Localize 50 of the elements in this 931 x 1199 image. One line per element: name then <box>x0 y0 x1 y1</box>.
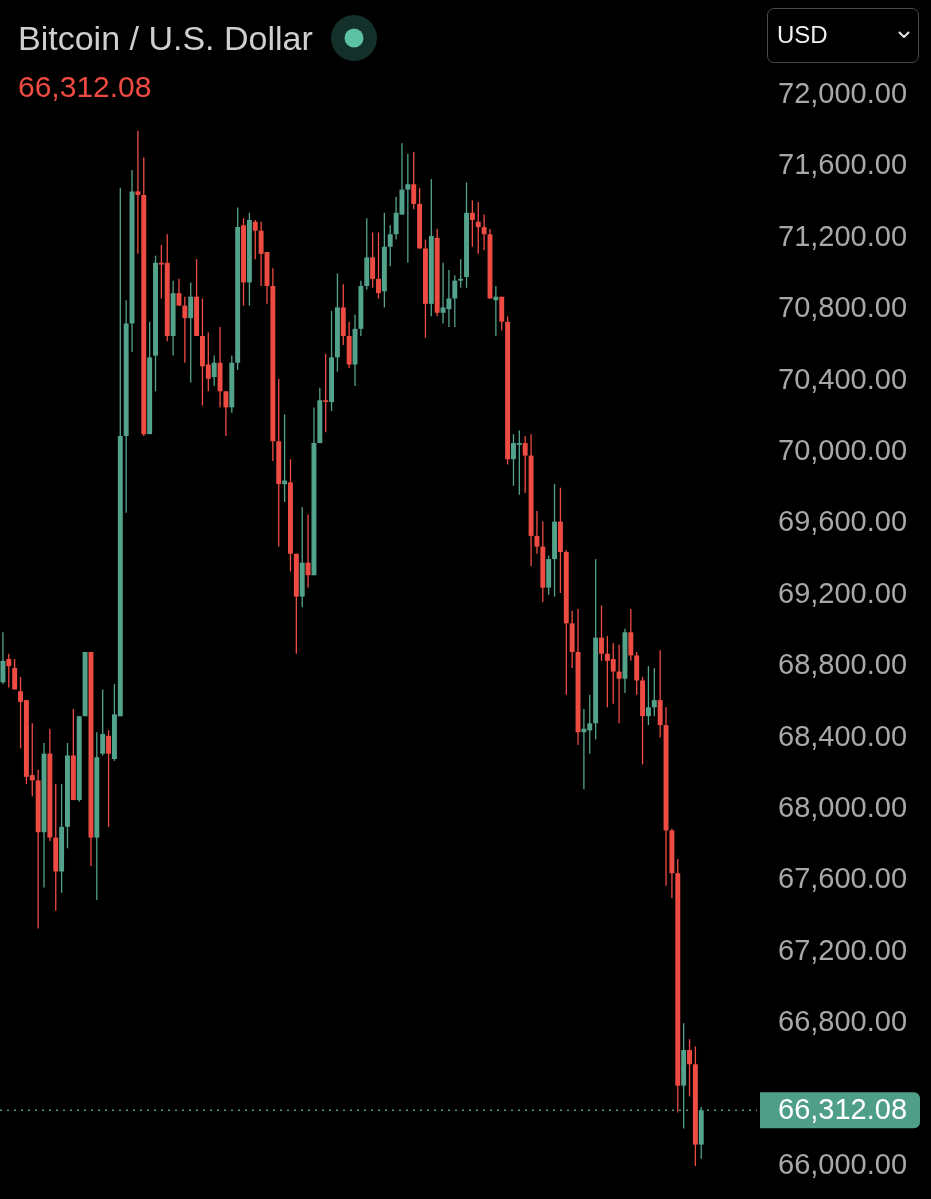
candlestick <box>522 435 528 494</box>
y-tick-label: 68,000.00 <box>778 791 908 823</box>
candlestick <box>370 231 376 289</box>
y-tick-label: 71,600.00 <box>778 148 908 181</box>
candlestick <box>376 231 381 300</box>
y-tick-label: 70,400.00 <box>778 362 908 395</box>
candlestick <box>135 130 141 255</box>
candlestick <box>100 688 106 757</box>
y-tick-label: 71,200.00 <box>778 219 908 252</box>
y-tick-label: 70,000.00 <box>778 434 908 466</box>
candlestick <box>534 510 540 555</box>
chart-title: Bitcoin / U.S. Dollar <box>18 18 313 58</box>
candlestick <box>106 729 112 828</box>
y-tick-label: 68,800.00 <box>778 648 908 681</box>
candlestick <box>452 274 458 328</box>
dropdown: USD <box>767 8 919 63</box>
candlestick <box>387 224 393 268</box>
candlestick <box>323 353 329 434</box>
candlestick <box>628 608 634 662</box>
y-tick-label: 69,200.00 <box>778 576 908 609</box>
candlestick <box>405 153 411 264</box>
y-tick-label: 67,600.00 <box>778 862 908 895</box>
candlestick <box>6 653 12 689</box>
candlestick <box>651 667 657 717</box>
y-tick-label: 72,000.00 <box>778 77 908 109</box>
y-tick-label: 69,600.00 <box>778 505 908 538</box>
y-tick-label: 67,200.00 <box>778 933 908 966</box>
candlestick <box>481 213 487 251</box>
candlestick <box>211 354 217 387</box>
ref-line-label: 66,312.08 <box>778 1093 908 1126</box>
candlestick <box>188 281 194 384</box>
candlestick <box>458 258 464 289</box>
candlestick <box>223 390 229 437</box>
candlestick <box>0 631 6 685</box>
candlestick <box>645 665 651 726</box>
candlestick <box>469 199 475 248</box>
chart-subtitle: 66,312.08 <box>18 70 152 104</box>
y-tick-label: 68,400.00 <box>778 719 908 752</box>
candlestick <box>12 658 18 691</box>
y-tick-label: 70,800.00 <box>778 291 908 324</box>
candlestick <box>599 604 604 662</box>
y-tick-label: 66,000.00 <box>778 1148 908 1180</box>
candlestick <box>182 296 188 364</box>
candlestick <box>687 1038 692 1098</box>
y-tick-label: 66,800.00 <box>778 1005 908 1038</box>
candlestick <box>252 219 258 260</box>
candlestick <box>616 644 622 724</box>
candlestick <box>305 513 311 589</box>
candlestick <box>411 151 417 210</box>
candlestick <box>475 201 481 255</box>
